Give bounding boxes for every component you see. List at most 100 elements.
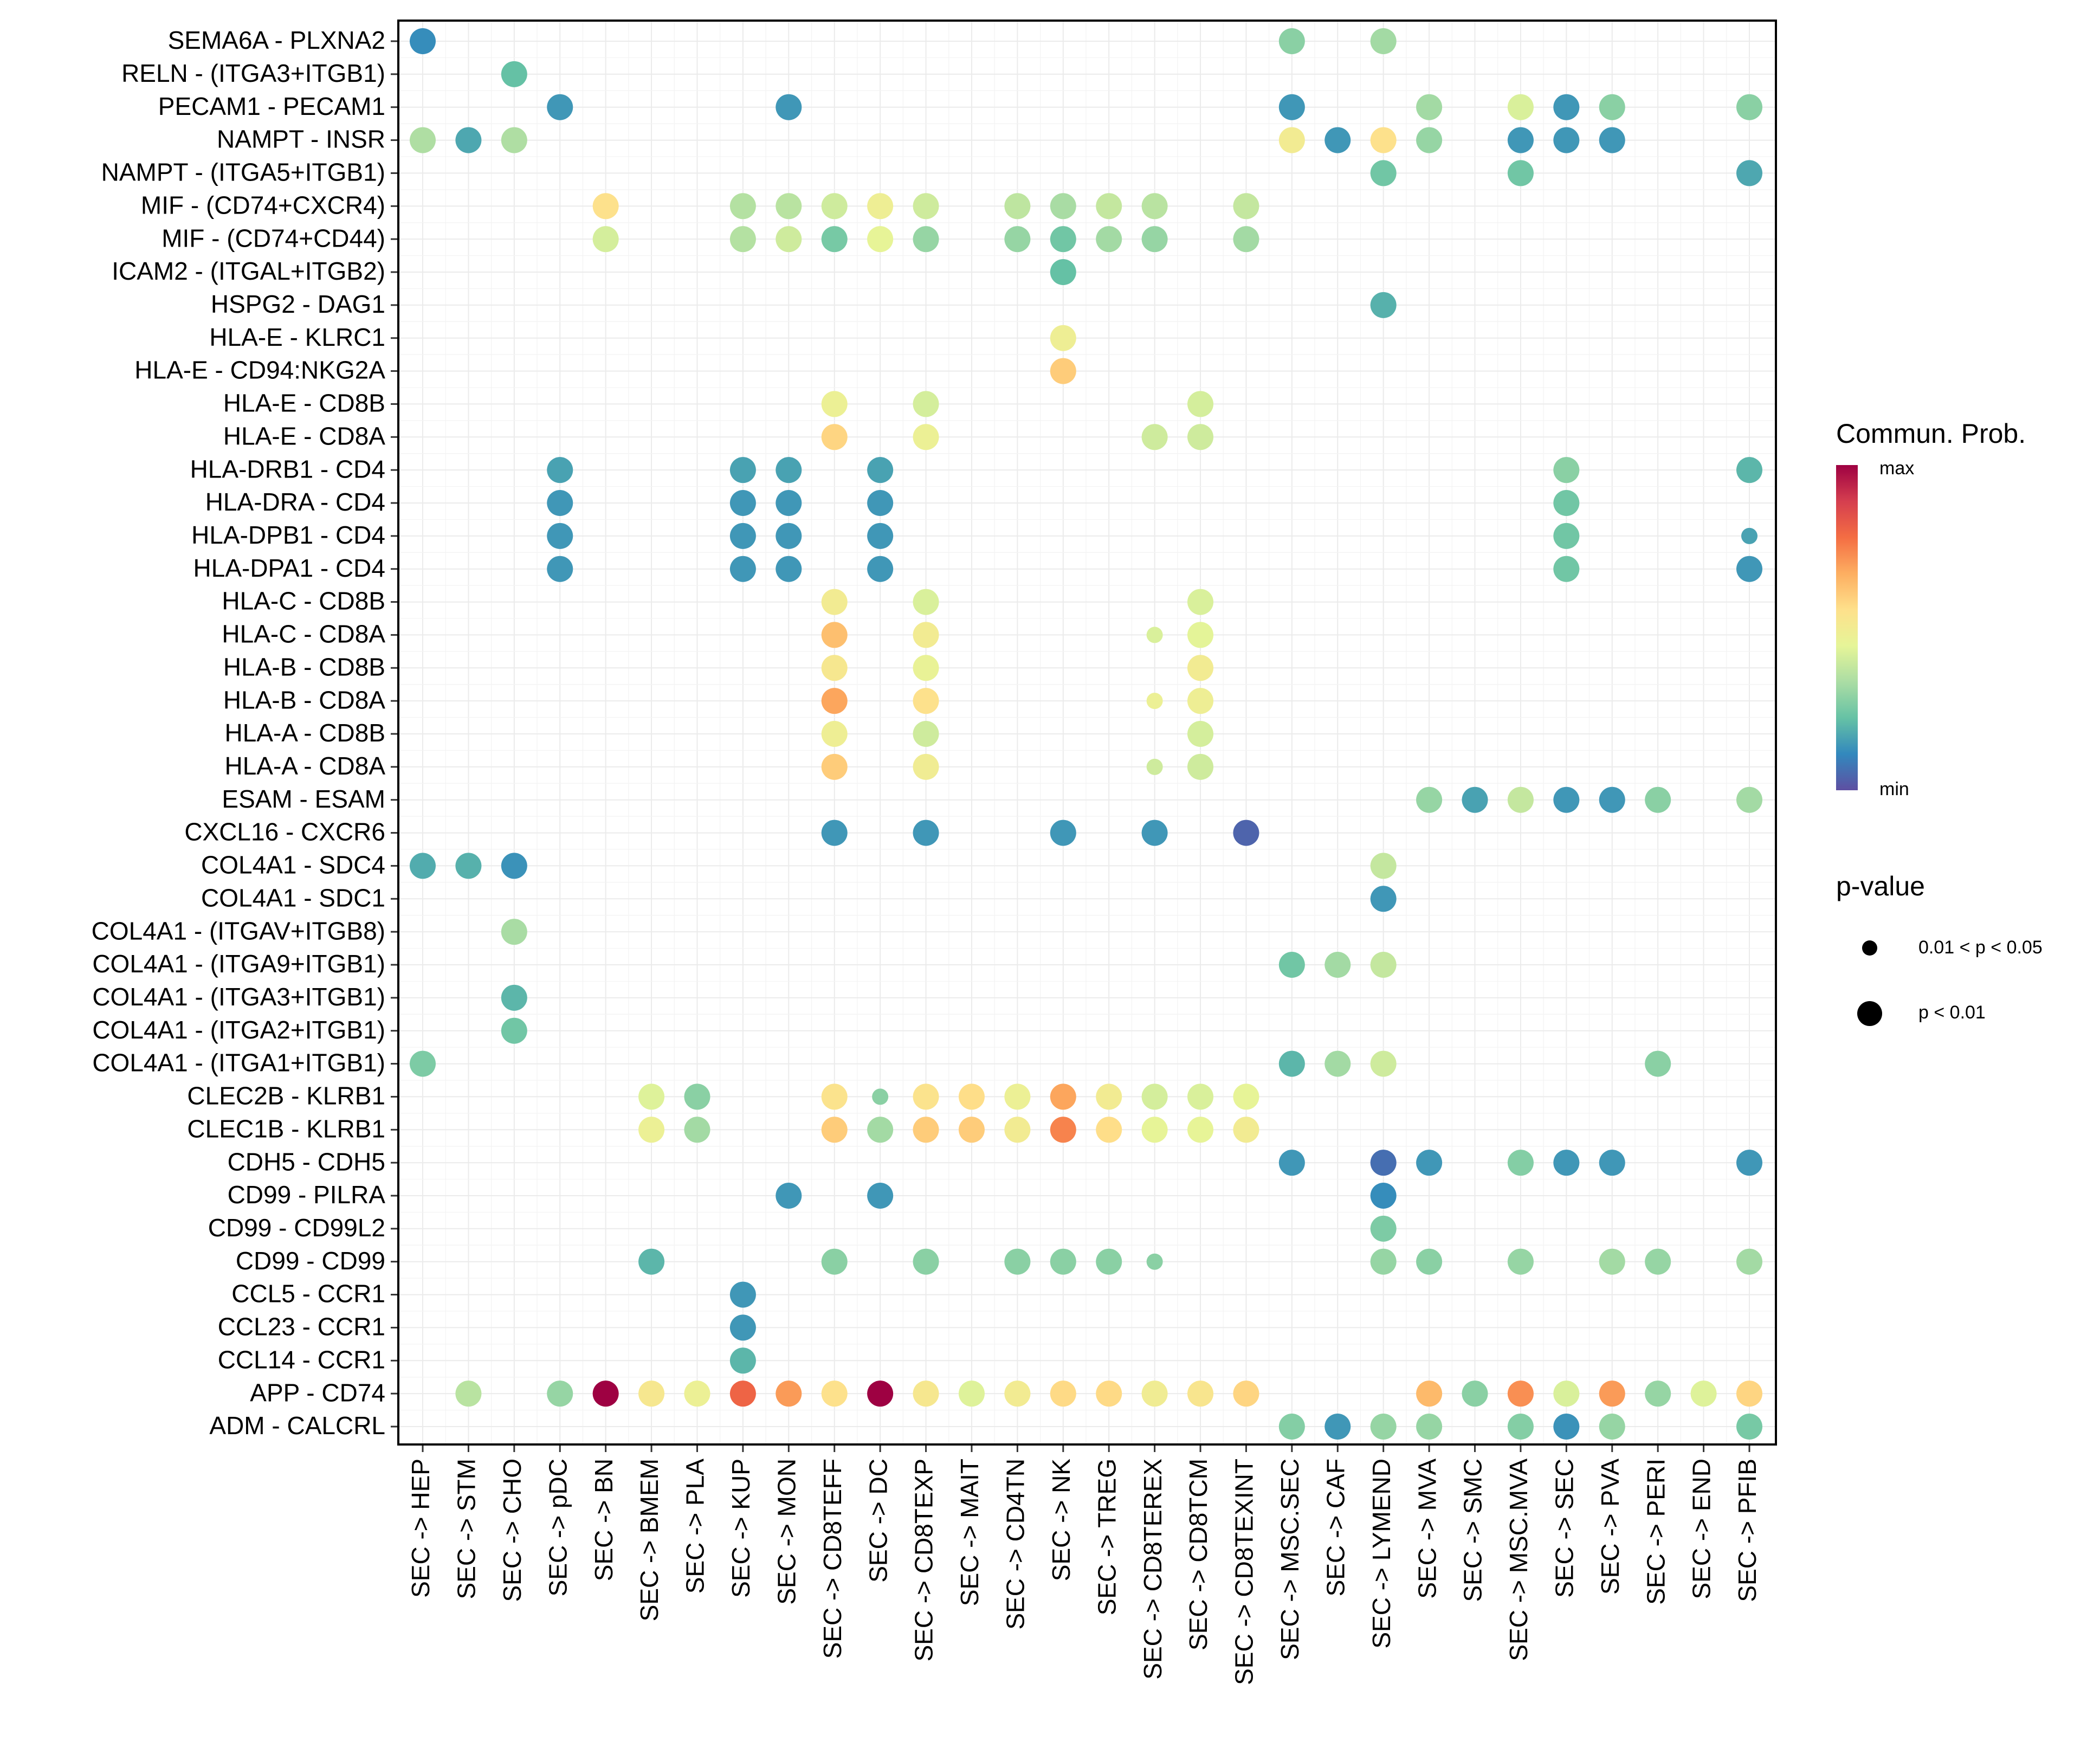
data-point <box>913 1117 939 1143</box>
data-point <box>1233 193 1259 220</box>
data-point <box>1736 1150 1762 1176</box>
data-point <box>1004 193 1031 220</box>
data-point <box>821 226 848 253</box>
data-point <box>1324 952 1351 978</box>
data-point <box>821 391 848 417</box>
x-tick-label: SEC -> CD4TN <box>1001 1459 1030 1630</box>
data-point <box>1507 127 1534 153</box>
y-tick-label: HLA-B - CD8B <box>223 653 385 681</box>
data-point <box>821 721 848 747</box>
data-point <box>1187 1117 1214 1143</box>
y-tick-label: MIF - (CD74+CD44) <box>161 224 385 252</box>
y-tick-label: COL4A1 - SDC1 <box>201 883 385 912</box>
data-point <box>1370 1215 1397 1242</box>
data-point <box>638 1381 665 1407</box>
y-tick-label: CCL23 - CCR1 <box>218 1313 385 1341</box>
data-point <box>1278 1414 1305 1440</box>
x-tick-label: SEC -> CD8TEXP <box>910 1459 938 1662</box>
data-point <box>1416 1248 1443 1275</box>
data-point <box>1278 28 1305 54</box>
data-point <box>592 1381 619 1407</box>
data-point <box>1233 226 1259 253</box>
data-point <box>1462 786 1488 813</box>
data-point <box>455 853 482 879</box>
data-point <box>1141 1381 1168 1407</box>
y-tick-label: HLA-E - CD8B <box>223 389 385 417</box>
x-tick-label: SEC -> BMEM <box>635 1459 663 1621</box>
data-point <box>1141 193 1168 220</box>
data-point <box>776 556 802 582</box>
data-point <box>1187 391 1214 417</box>
y-tick-label: COL4A1 - (ITGAV+ITGB8) <box>92 917 385 945</box>
data-point <box>1187 721 1214 747</box>
y-tick-label: ICAM2 - (ITGAL+ITGB2) <box>112 257 385 285</box>
data-point <box>1096 1083 1122 1110</box>
y-tick-label: HLA-E - KLRC1 <box>209 323 385 351</box>
y-tick-label: HLA-B - CD8A <box>223 686 385 714</box>
data-point <box>776 1381 802 1407</box>
data-point <box>501 61 527 87</box>
data-point <box>638 1117 665 1143</box>
data-point <box>1233 820 1259 846</box>
data-point <box>913 1381 939 1407</box>
data-point <box>1050 1083 1076 1110</box>
y-tick-label: HLA-A - CD8A <box>224 752 385 780</box>
data-point <box>1146 693 1163 709</box>
data-point <box>867 1381 894 1407</box>
data-point <box>1553 786 1580 813</box>
data-point <box>547 1381 573 1407</box>
x-tick-label: SEC -> PFIB <box>1733 1459 1761 1602</box>
data-point <box>1050 358 1076 384</box>
size-legend-large-dot <box>1857 1001 1882 1026</box>
y-tick-label: HLA-E - CD94:NKG2A <box>134 356 385 384</box>
legend: Commun. Prob. max min p-value 0.01 < p <… <box>1836 418 2043 1026</box>
x-tick-label: SEC -> DC <box>864 1459 892 1583</box>
data-point <box>913 753 939 780</box>
size-legend-title: p-value <box>1836 871 1925 901</box>
data-point <box>958 1381 985 1407</box>
color-bar <box>1836 465 1858 790</box>
data-point <box>1141 1117 1168 1143</box>
data-point <box>1645 1050 1671 1077</box>
x-tick-label: SEC -> END <box>1688 1459 1716 1599</box>
data-point <box>1050 1117 1076 1143</box>
y-tick-label: CCL5 - CCR1 <box>231 1280 385 1308</box>
x-tick-label: SEC -> CD8TEXINT <box>1230 1459 1258 1685</box>
data-point <box>1553 94 1580 120</box>
y-tick-label: HLA-C - CD8B <box>222 587 385 615</box>
x-tick-label: SEC -> CHO <box>498 1459 526 1602</box>
y-tick-label: CXCL16 - CXCR6 <box>184 818 385 846</box>
data-point <box>1050 226 1076 253</box>
data-point <box>1004 1083 1031 1110</box>
data-point <box>547 556 573 582</box>
data-point <box>1146 758 1163 775</box>
data-point <box>1507 1381 1534 1407</box>
size-legend-small-dot <box>1862 940 1877 956</box>
data-point <box>821 1381 848 1407</box>
data-point <box>1553 1150 1580 1176</box>
data-point <box>776 490 802 516</box>
data-point <box>547 490 573 516</box>
data-point <box>1370 28 1397 54</box>
y-tick-label: HLA-E - CD8A <box>223 422 385 450</box>
data-point <box>1233 1117 1259 1143</box>
data-point <box>1370 1183 1397 1209</box>
y-tick-label: COL4A1 - (ITGA1+ITGB1) <box>92 1049 385 1077</box>
data-point <box>1324 1050 1351 1077</box>
data-point <box>1096 1117 1122 1143</box>
x-tick-label: SEC -> CD8TCM <box>1184 1459 1212 1650</box>
size-legend-large-label: p < 0.01 <box>1918 1002 1986 1023</box>
data-point <box>410 127 436 153</box>
data-point <box>821 688 848 714</box>
data-point <box>1553 127 1580 153</box>
data-point <box>729 490 756 516</box>
data-point <box>776 1183 802 1209</box>
data-point <box>913 622 939 648</box>
data-point <box>1553 523 1580 549</box>
x-tick-label: SEC -> MSC.SEC <box>1276 1459 1304 1660</box>
data-points <box>410 28 1762 1440</box>
data-point <box>1736 1381 1762 1407</box>
x-tick-label: SEC -> pDC <box>544 1459 572 1596</box>
x-tick-label: SEC -> CAF <box>1321 1459 1349 1596</box>
data-point <box>1416 1414 1443 1440</box>
